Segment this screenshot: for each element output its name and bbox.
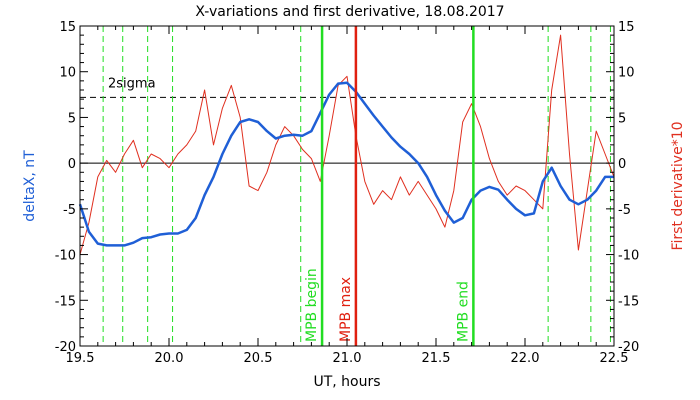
series-layer xyxy=(78,34,615,255)
y-tick-label-right: -20 xyxy=(618,340,639,355)
y-axis-label-left: deltaX, nT xyxy=(22,150,38,222)
y-tick-label-left: -5 xyxy=(63,203,76,218)
x-tick-label: 19.5 xyxy=(66,351,95,366)
y-axis-label-right: First derivative*10 xyxy=(670,121,686,250)
y-tick-label-right: 0 xyxy=(618,157,626,172)
marker-layer: MPB begin MPB max MPB end xyxy=(304,26,475,346)
y-tick-label-left: 10 xyxy=(59,66,76,81)
threshold-label: 2sigma xyxy=(108,76,156,91)
y-tick-label-left: -20 xyxy=(55,340,76,355)
grid-layer: 2sigma xyxy=(80,26,614,346)
mpb-marker-label: MPB begin xyxy=(304,268,320,342)
x-tick-label: 22.5 xyxy=(600,351,629,366)
y-tick-label-right: -15 xyxy=(618,294,639,309)
axis-layer: 19.5 20.0 20.5 21.0 21.5 22.0 22.5-20 -20-15 -15… xyxy=(55,20,639,366)
y-tick-label-left: -15 xyxy=(55,294,76,309)
x-tick-label: 21.5 xyxy=(422,351,451,366)
y-tick-label-right: -5 xyxy=(618,203,631,218)
y-tick-label-left: 5 xyxy=(68,111,76,126)
y-tick-label-left: -10 xyxy=(55,249,76,264)
mpb-marker-label: MPB max xyxy=(338,277,354,342)
deltax-series-line xyxy=(78,81,614,247)
y-tick-label-right: 15 xyxy=(618,20,635,35)
x-tick-label: 20.0 xyxy=(155,351,184,366)
x-tick-label: 20.5 xyxy=(244,351,273,366)
y-tick-label-right: 5 xyxy=(618,111,626,126)
chart-title: X-variations and first derivative, 18.08… xyxy=(195,4,504,20)
x-axis-label: UT, hours xyxy=(313,374,380,390)
y-tick-label-left: 15 xyxy=(59,20,76,35)
y-tick-label-right: -10 xyxy=(618,249,639,264)
x-tick-label: 22.0 xyxy=(511,351,540,366)
mpb-marker-label: MPB end xyxy=(455,281,471,342)
y-tick-label-right: 10 xyxy=(618,66,635,81)
derivative-series-line xyxy=(79,34,615,255)
x-tick-label: 21.0 xyxy=(333,351,362,366)
y-tick-label-left: 0 xyxy=(68,157,76,172)
